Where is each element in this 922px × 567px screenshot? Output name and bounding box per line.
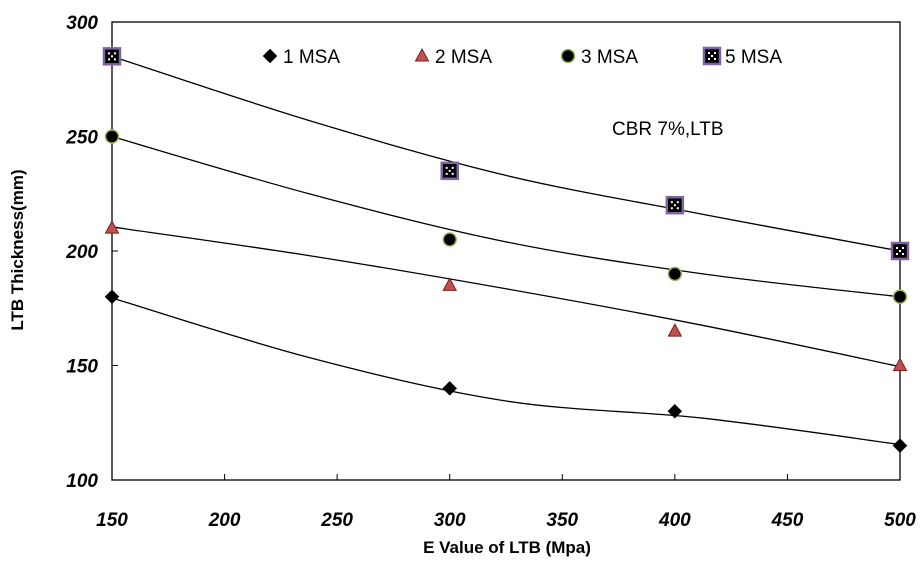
legend: 1 MSA 2 MSA 3 MSA 5 MSA — [262, 46, 782, 68]
y-tick-label-200: 200 — [65, 242, 98, 263]
legend-marker-5-msa-dot — [708, 58, 710, 60]
point-5-msa-300-dot — [448, 169, 451, 172]
plot-area-border — [111, 21, 901, 481]
point-1-msa-150 — [104, 289, 120, 305]
point-5-msa-400-dot — [670, 207, 673, 210]
x-tick-label-200: 200 — [208, 510, 241, 531]
legend-marker-1-msa — [262, 48, 278, 64]
point-5-msa-300-dot — [451, 166, 454, 169]
legend-marker-3-msa — [560, 48, 576, 64]
trend-line-3-msa — [111, 135, 901, 298]
point-1-msa-300 — [442, 381, 458, 396]
legend-label-1-msa: 1 MSA — [283, 47, 340, 68]
point-5-msa-500 — [890, 241, 910, 261]
point-3-msa-500 — [892, 289, 908, 305]
trend-line-1-msa — [111, 297, 901, 446]
axes — [111, 21, 901, 481]
point-5-msa-500-dot — [899, 250, 901, 252]
point-5-msa-150 — [102, 47, 122, 66]
point-5-msa-400-dot — [676, 201, 679, 204]
point-5-msa-500-dot — [902, 253, 904, 255]
point-1-msa-400 — [667, 403, 683, 419]
y-tick-label-300: 300 — [66, 13, 98, 34]
y-axis-title: LTB Thickness(mm) — [8, 169, 27, 330]
legend-marker-5-msa-dot — [714, 52, 716, 54]
point-2-msa-300 — [442, 277, 458, 291]
point-5-msa-500-dot — [896, 253, 898, 255]
x-tick-label-500: 500 — [884, 510, 916, 531]
point-5-msa-150-dot — [108, 58, 110, 61]
chart-annotation: CBR 7%,LTB — [612, 119, 724, 140]
point-5-msa-400-dot — [670, 201, 673, 204]
point-5-msa-500-dot — [896, 247, 898, 249]
point-5-msa-500-dot — [902, 247, 904, 249]
legend-label-5-msa: 5 MSA — [725, 47, 782, 68]
x-tick-label-400: 400 — [658, 510, 691, 531]
trend-lines — [111, 55, 901, 446]
point-1-msa-500 — [892, 438, 908, 454]
point-2-msa-150 — [104, 220, 120, 234]
y-tick-label-250: 250 — [65, 128, 98, 149]
x-tick-label-250: 250 — [320, 510, 353, 531]
point-5-msa-150-dot — [111, 55, 113, 58]
point-5-msa-150-dot — [108, 52, 110, 55]
legend-marker-5-msa-dot — [708, 52, 710, 54]
legend-marker-5-msa — [702, 46, 722, 66]
point-5-msa-150-dot — [114, 52, 116, 55]
point-5-msa-300 — [440, 161, 459, 181]
x-tick-label-450: 450 — [771, 510, 804, 531]
trend-line-2-msa — [111, 226, 901, 368]
point-5-msa-400-dot — [673, 204, 676, 207]
point-3-msa-300 — [442, 232, 457, 247]
point-5-msa-150-dot — [114, 58, 116, 61]
point-5-msa-400-dot — [676, 207, 679, 210]
y-tick-label-150: 150 — [66, 357, 98, 378]
legend-marker-2-msa — [414, 47, 430, 62]
point-5-msa-300-dot — [445, 172, 448, 175]
tick-labels: 100 150 200 250 300 150 200 250 300 350 400 450 500 — [65, 13, 916, 531]
legend-label-2-msa: 2 MSA — [435, 47, 492, 68]
legend-label-3-msa: 3 MSA — [581, 47, 638, 68]
legend-marker-5-msa-dot — [714, 58, 716, 60]
data-points — [102, 47, 910, 454]
point-2-msa-400 — [667, 323, 683, 337]
legend-marker-5-msa-dot — [711, 55, 713, 57]
point-5-msa-300-dot — [451, 172, 454, 175]
y-tick-label-100: 100 — [66, 471, 98, 492]
trend-line-5-msa — [111, 55, 901, 252]
point-3-msa-400 — [667, 266, 683, 282]
x-axis-title: E Value of LTB (Mpa) — [423, 538, 591, 557]
point-2-msa-500 — [892, 357, 908, 371]
point-3-msa-150 — [104, 129, 120, 144]
x-tick-label-300: 300 — [434, 510, 466, 531]
x-tick-label-150: 150 — [96, 510, 128, 531]
x-tick-label-350: 350 — [546, 510, 578, 531]
point-5-msa-400 — [665, 195, 685, 215]
point-5-msa-300-dot — [445, 166, 448, 169]
